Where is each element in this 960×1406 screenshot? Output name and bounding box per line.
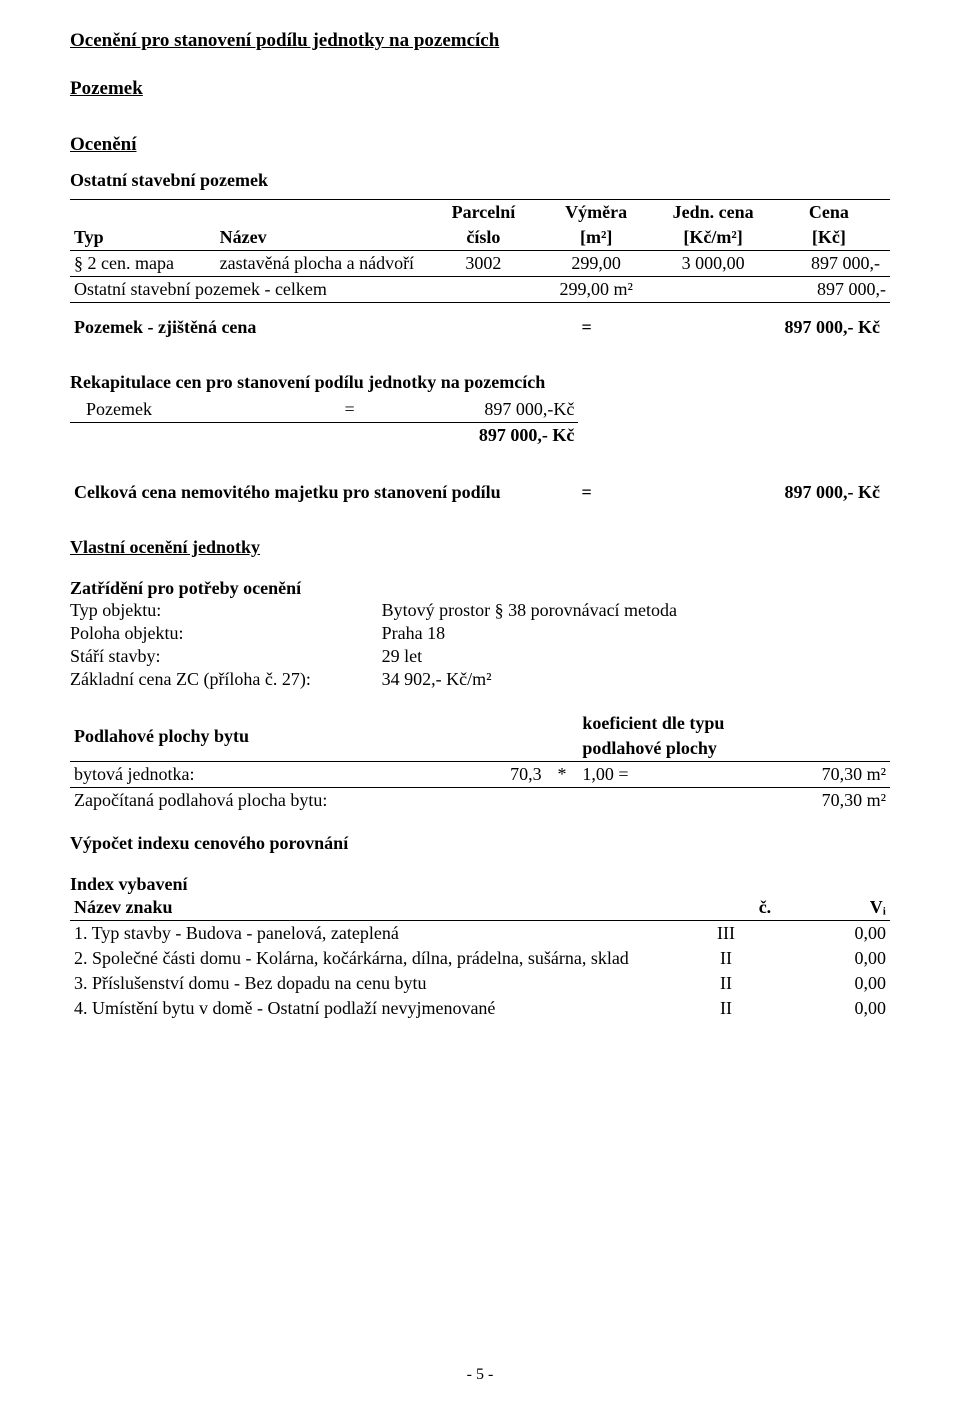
- zatr-l1: Typ objektu:: [70, 599, 382, 622]
- celkova-value: 897 000,- Kč: [611, 476, 890, 509]
- pod-r2-label: Započítaná podlahová plocha bytu:: [70, 788, 693, 814]
- cell-jedn: 3 000,00: [652, 251, 773, 277]
- table-row: 4. Umístění bytu v domě - Ostatní podlaž…: [70, 996, 890, 1021]
- rekap-row-value: 897 000,-Kč: [375, 397, 578, 423]
- cell-cena: 897 000,-: [774, 251, 890, 277]
- ix-r2-v: 0,00: [775, 971, 890, 996]
- cell-parc: 3002: [427, 251, 540, 277]
- table-row: 1. Typ stavby - Budova - panelová, zatep…: [70, 921, 890, 947]
- pod-r1-res: 70,30 m²: [693, 762, 890, 788]
- sum-label: Ostatní stavební pozemek - celkem: [70, 277, 427, 303]
- zjistena-label: Pozemek - zjištěná cena: [70, 311, 562, 344]
- table-row: 2. Společné části domu - Kolárna, kočárk…: [70, 946, 890, 971]
- ix-r3-v: 0,00: [775, 996, 890, 1021]
- pod-r1-label: bytová jednotka:: [70, 762, 431, 788]
- table-sum-row: Ostatní stavební pozemek - celkem 299,00…: [70, 277, 890, 303]
- section-pozemek: Pozemek: [70, 78, 890, 100]
- zatr-v2: Praha 18: [382, 622, 890, 645]
- ix-r1-c: II: [677, 946, 775, 971]
- pod-r1-a: 70,3: [431, 762, 546, 788]
- page-number: - 5 -: [0, 1366, 960, 1384]
- index-table: Název znaku č. Vᵢ 1. Typ stavby - Budova…: [70, 895, 890, 1021]
- ix-h3: Vᵢ: [775, 895, 890, 921]
- ix-r2-c: II: [677, 971, 775, 996]
- rekap-table: Pozemek = 897 000,-Kč 897 000,- Kč: [70, 397, 578, 448]
- zatr-v1: Bytový prostor § 38 porovnávací metoda: [382, 599, 890, 622]
- rekap-eq: =: [324, 397, 375, 423]
- rekap-title: Rekapitulace cen pro stanovení podílu je…: [70, 372, 890, 393]
- ix-r0-c: III: [677, 921, 775, 947]
- rekap-total: 897 000,- Kč: [375, 423, 578, 449]
- th-vymera: Výměra: [540, 200, 653, 226]
- celkova-label: Celková cena nemovitého majetku pro stan…: [70, 476, 562, 509]
- podlahove-table: Podlahové plochy bytu koeficient dle typ…: [70, 711, 890, 813]
- ix-r0-t: 1. Typ stavby - Budova - panelová, zatep…: [70, 921, 677, 947]
- th-m2: [m²]: [540, 225, 653, 251]
- zatr-v3: 29 let: [382, 645, 890, 668]
- zatrideni-title: Zatřídění pro potřeby ocenění: [70, 578, 890, 599]
- celkova-table: Celková cena nemovitého majetku pro stan…: [70, 476, 890, 509]
- zjistena-eq: =: [562, 311, 611, 344]
- cell-typ: § 2 cen. mapa: [70, 251, 216, 277]
- sum-cena: 897 000,-: [774, 277, 890, 303]
- th-jedncena: Jedn. cena: [652, 200, 773, 226]
- cell-vym: 299,00: [540, 251, 653, 277]
- zatr-l2: Poloha objektu:: [70, 622, 382, 645]
- zatr-v4: 34 902,- Kč/m²: [382, 668, 890, 691]
- index-vyb-title: Index vybavení: [70, 874, 890, 895]
- ix-h2: č.: [677, 895, 775, 921]
- th-nazev: Název: [216, 200, 427, 251]
- zatr-l4: Základní cena ZC (příloha č. 27):: [70, 668, 382, 691]
- pod-r2-res: 70,30 m²: [693, 788, 890, 814]
- ix-r1-t: 2. Společné části domu - Kolárna, kočárk…: [70, 946, 677, 971]
- pod-head-r1: koeficient dle typu: [578, 711, 890, 736]
- zatr-l3: Stáří stavby:: [70, 645, 382, 668]
- vlastni-title: Vlastní ocenění jednotky: [70, 537, 890, 558]
- ix-h1: Název znaku: [70, 895, 677, 921]
- ix-r2-t: 3. Příslušenství domu - Bez dopadu na ce…: [70, 971, 677, 996]
- zatrideni-table: Typ objektu: Bytový prostor § 38 porovná…: [70, 599, 890, 691]
- table-row: 3. Příslušenství domu - Bez dopadu na ce…: [70, 971, 890, 996]
- ix-r1-v: 0,00: [775, 946, 890, 971]
- th-cena: Cena: [774, 200, 890, 226]
- celkova-eq: =: [562, 476, 611, 509]
- page-title: Ocenění pro stanovení podílu jednotky na…: [70, 30, 890, 52]
- pod-head-left: Podlahové plochy bytu: [70, 711, 431, 762]
- ix-r3-t: 4. Umístění bytu v domě - Ostatní podlaž…: [70, 996, 677, 1021]
- rekap-row-label: Pozemek: [70, 397, 324, 423]
- th-kcm2: [Kč/m²]: [652, 225, 773, 251]
- pod-r1-star: *: [546, 762, 579, 788]
- parcel-table: Typ Název Parcelní Výměra Jedn. cena Cen…: [70, 199, 890, 303]
- cell-nazev: zastavěná plocha a nádvoří: [216, 251, 427, 277]
- sum-vym: 299,00 m²: [540, 277, 653, 303]
- zjistena-table: Pozemek - zjištěná cena = 897 000,- Kč: [70, 311, 890, 344]
- subheading-ostatni: Ostatní stavební pozemek: [70, 170, 890, 191]
- ix-r3-c: II: [677, 996, 775, 1021]
- vypocet-title: Výpočet indexu cenového porovnání: [70, 833, 890, 854]
- th-cislo: číslo: [427, 225, 540, 251]
- pod-r1-b: 1,00 =: [578, 762, 693, 788]
- th-kc: [Kč]: [774, 225, 890, 251]
- table-row: § 2 cen. mapa zastavěná plocha a nádvoří…: [70, 251, 890, 277]
- pod-head-r2: podlahové plochy: [578, 736, 890, 762]
- section-oceneni: Ocenění: [70, 134, 890, 156]
- th-typ: Typ: [70, 200, 216, 251]
- ix-r0-v: 0,00: [775, 921, 890, 947]
- th-parcelni: Parcelní: [427, 200, 540, 226]
- zjistena-value: 897 000,- Kč: [611, 311, 890, 344]
